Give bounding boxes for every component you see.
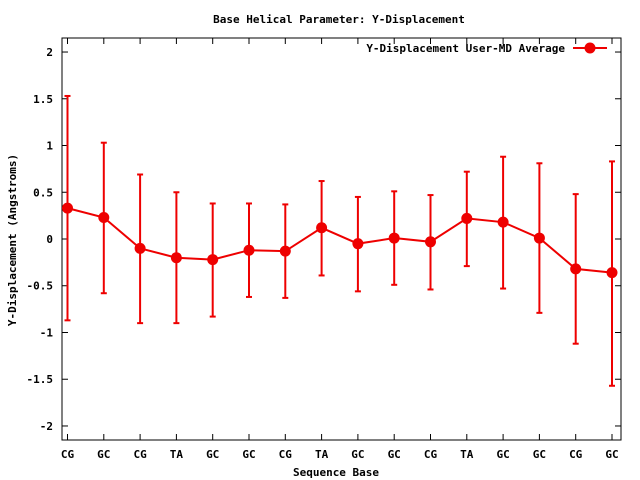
x-tick-label: CG — [61, 448, 75, 461]
legend-label: Y-Displacement User-MD Average — [366, 42, 565, 55]
x-tick-label: GC — [206, 448, 219, 461]
y-tick-label: 0.5 — [33, 186, 53, 199]
x-tick-label: TA — [315, 448, 329, 461]
x-axis: CG GC CG TA GC GC CG TA GC GC CG TA GC GC CG GC — [61, 38, 619, 461]
data-point — [207, 254, 219, 266]
y-axis: 2 1.5 1 0.5 0 -0.5 -1 -1.5 -2 — [27, 46, 621, 433]
x-tick-label: TA — [460, 448, 474, 461]
x-tick-label: GC — [388, 448, 401, 461]
x-tick-label: GC — [496, 448, 509, 461]
data-point — [62, 202, 73, 214]
x-tick-label: CG — [424, 448, 438, 461]
x-tick-label: CG — [569, 448, 583, 461]
y-tick-label: -0.5 — [27, 280, 54, 293]
x-tick-label: GC — [351, 448, 364, 461]
x-tick-label: GC — [533, 448, 546, 461]
data-point — [570, 263, 582, 275]
data-point — [352, 238, 364, 250]
data-point — [134, 242, 146, 254]
chart-title: Base Helical Parameter: Y-Displacement — [213, 13, 465, 26]
y-tick-label: 2 — [46, 46, 53, 59]
x-tick-label: GC — [242, 448, 255, 461]
data-point — [243, 244, 255, 256]
data-point — [425, 236, 436, 248]
data-point — [461, 212, 473, 224]
data-point — [316, 222, 328, 234]
y-tick-label: 1 — [46, 140, 53, 153]
x-axis-label: Sequence Base — [293, 466, 379, 479]
x-tick-label: CG — [133, 448, 147, 461]
y-tick-label: 0 — [46, 233, 53, 246]
y-tick-label: -1.5 — [27, 373, 54, 386]
series-layer — [62, 94, 618, 387]
x-tick-label: TA — [170, 448, 184, 461]
data-point — [98, 211, 110, 223]
y-axis-label: Y-Displacement (Angstroms) — [6, 154, 19, 326]
data-point — [279, 245, 291, 257]
y-tick-label: 1.5 — [33, 93, 53, 106]
y-tick-label: -1 — [40, 326, 54, 339]
data-point — [170, 252, 182, 264]
data-point — [388, 232, 400, 244]
legend: Y-Displacement User-MD Average — [366, 42, 607, 55]
x-tick-label: CG — [279, 448, 293, 461]
data-point — [533, 232, 545, 244]
x-tick-label: GC — [605, 448, 618, 461]
data-point — [497, 216, 509, 228]
legend-marker — [584, 42, 596, 54]
series-line — [67, 207, 613, 274]
x-tick-label: GC — [97, 448, 110, 461]
data-point — [606, 267, 618, 279]
y-tick-label: -2 — [40, 420, 53, 433]
